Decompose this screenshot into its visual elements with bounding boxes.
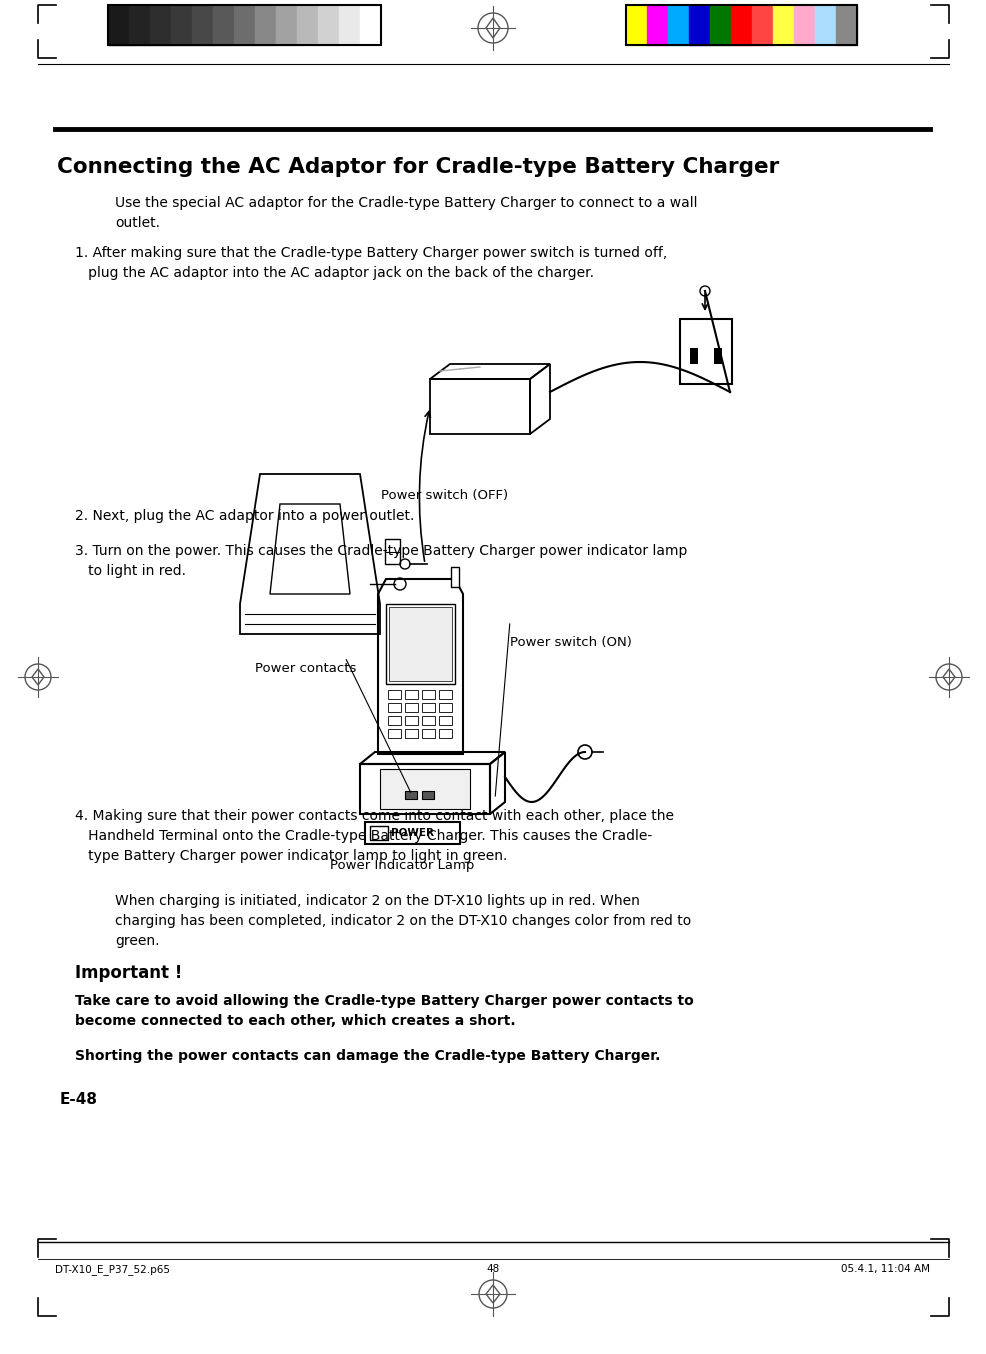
Text: When charging is initiated, indicator 2 on the DT-X10 lights up in red. When
cha: When charging is initiated, indicator 2 … (115, 894, 690, 948)
Bar (317, 5, 338, 45)
Bar (422, 791, 434, 799)
Bar (793, 5, 814, 45)
Bar (625, 5, 856, 45)
Bar (387, 728, 400, 738)
Bar (439, 728, 452, 738)
Text: E-48: E-48 (60, 1091, 98, 1108)
Bar (439, 716, 452, 724)
Bar (387, 691, 400, 699)
Bar (430, 379, 529, 435)
Bar (422, 728, 435, 738)
Bar (688, 5, 709, 45)
Bar (171, 5, 192, 45)
Bar (404, 791, 416, 799)
Text: Use the special AC adaptor for the Cradle-type Battery Charger to connect to a w: Use the special AC adaptor for the Cradl… (115, 196, 697, 230)
Bar (422, 703, 435, 712)
Bar (150, 5, 171, 45)
Bar (709, 5, 731, 45)
Bar (234, 5, 254, 45)
Bar (388, 607, 452, 681)
Bar (385, 539, 399, 565)
Bar (679, 320, 732, 385)
Bar (404, 716, 418, 724)
Bar (422, 691, 435, 699)
Text: Power contacts: Power contacts (254, 662, 356, 676)
Text: 48: 48 (486, 1265, 499, 1274)
Bar (380, 769, 469, 808)
Bar (713, 348, 722, 364)
Bar (668, 5, 688, 45)
Bar (439, 703, 452, 712)
Bar (404, 703, 418, 712)
Text: 4. Making sure that their power contacts come into contact with each other, plac: 4. Making sure that their power contacts… (75, 808, 673, 862)
Text: 05.4.1, 11:04 AM: 05.4.1, 11:04 AM (840, 1265, 929, 1274)
Bar (192, 5, 213, 45)
Text: Power switch (OFF): Power switch (OFF) (381, 489, 508, 502)
Bar (338, 5, 360, 45)
Bar (439, 691, 452, 699)
Text: Power switch (ON): Power switch (ON) (510, 636, 631, 649)
Bar (647, 5, 668, 45)
Text: 1. After making sure that the Cradle-type Battery Charger power switch is turned: 1. After making sure that the Cradle-typ… (75, 246, 667, 280)
Text: Take care to avoid allowing the Cradle-type Battery Charger power contacts to
be: Take care to avoid allowing the Cradle-t… (75, 994, 693, 1028)
Text: POWER: POWER (391, 829, 434, 838)
Bar (386, 604, 455, 684)
Bar (297, 5, 317, 45)
Bar (404, 691, 418, 699)
Text: Power Indicator Lamp: Power Indicator Lamp (329, 858, 474, 872)
Bar (387, 716, 400, 724)
Bar (772, 5, 793, 45)
Bar (213, 5, 234, 45)
Text: 2. Next, plug the AC adaptor into a power outlet.: 2. Next, plug the AC adaptor into a powe… (75, 509, 414, 523)
Bar (751, 5, 772, 45)
Bar (451, 567, 458, 588)
Bar (387, 703, 400, 712)
Text: 3. Turn on the power. This causes the Cradle-type Battery Charger power indicato: 3. Turn on the power. This causes the Cr… (75, 544, 686, 578)
Bar (689, 348, 697, 364)
Text: Shorting the power contacts can damage the Cradle-type Battery Charger.: Shorting the power contacts can damage t… (75, 1049, 660, 1063)
Bar (835, 5, 856, 45)
Bar (370, 826, 387, 839)
Text: DT-X10_E_P37_52.p65: DT-X10_E_P37_52.p65 (55, 1265, 170, 1275)
Bar (814, 5, 835, 45)
Bar (360, 5, 381, 45)
Bar (129, 5, 150, 45)
Bar (731, 5, 751, 45)
Bar (276, 5, 297, 45)
Text: Important !: Important ! (75, 964, 182, 982)
Bar (365, 822, 459, 844)
Bar (360, 764, 489, 814)
Text: Connecting the AC Adaptor for Cradle-type Battery Charger: Connecting the AC Adaptor for Cradle-typ… (57, 157, 779, 177)
Bar (404, 728, 418, 738)
Bar (254, 5, 276, 45)
Bar (422, 716, 435, 724)
Bar (107, 5, 129, 45)
Bar (107, 5, 381, 45)
Bar (625, 5, 647, 45)
